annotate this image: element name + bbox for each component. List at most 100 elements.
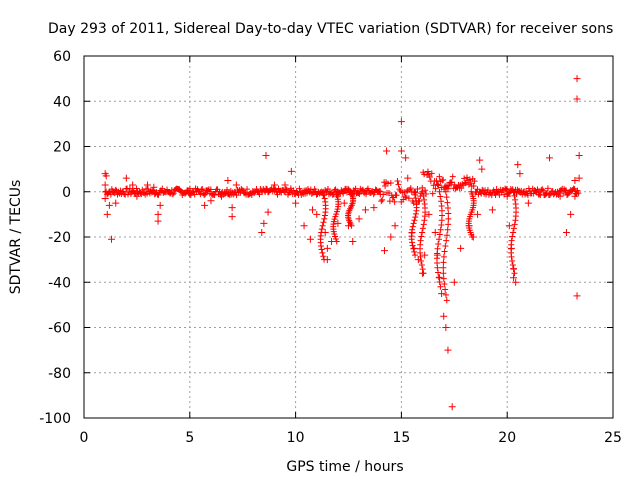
tail-marker bbox=[318, 243, 325, 250]
tail-marker bbox=[412, 210, 419, 217]
tail-marker bbox=[441, 248, 448, 255]
data-point bbox=[156, 201, 164, 209]
x-axis-label: GPS time / hours bbox=[286, 459, 403, 475]
data-point bbox=[556, 192, 564, 200]
tail-marker bbox=[321, 195, 328, 202]
data-point bbox=[414, 256, 422, 264]
data-point bbox=[101, 195, 109, 203]
data-point bbox=[448, 403, 456, 411]
x-tick-label: 20 bbox=[498, 430, 516, 446]
tail-marker bbox=[443, 232, 450, 239]
data-point bbox=[108, 235, 116, 243]
band-marker bbox=[394, 177, 401, 184]
tail-marker bbox=[437, 226, 444, 233]
band-marker bbox=[189, 188, 196, 195]
data-point bbox=[505, 222, 513, 230]
tail-marker bbox=[444, 205, 451, 212]
band-marker bbox=[199, 186, 206, 193]
band-marker bbox=[386, 198, 393, 205]
data-point bbox=[292, 199, 300, 207]
data-point bbox=[516, 170, 524, 178]
tail-marker bbox=[437, 193, 444, 200]
band-marker bbox=[283, 186, 290, 193]
data-point bbox=[433, 251, 441, 259]
tail-marker bbox=[319, 222, 326, 229]
data-point bbox=[425, 210, 433, 218]
data-point bbox=[476, 156, 484, 164]
tail-marker bbox=[438, 198, 445, 205]
band-marker bbox=[380, 191, 387, 198]
tail-marker bbox=[320, 219, 327, 226]
band-marker bbox=[256, 191, 263, 198]
y-tick-label: -80 bbox=[48, 366, 71, 382]
band-marker bbox=[428, 170, 435, 177]
band-marker bbox=[324, 186, 331, 193]
tail-marker bbox=[434, 264, 441, 271]
data-point bbox=[573, 75, 581, 83]
data-point bbox=[514, 161, 522, 169]
data-point bbox=[535, 188, 543, 196]
band-marker bbox=[391, 198, 398, 205]
band-marker bbox=[539, 186, 546, 193]
data-point bbox=[465, 222, 473, 230]
band-marker bbox=[404, 188, 411, 195]
data-point bbox=[309, 206, 317, 214]
tail-marker bbox=[436, 236, 443, 243]
data-point bbox=[262, 152, 270, 160]
band-marker bbox=[434, 181, 441, 188]
data-point bbox=[270, 181, 278, 189]
tail-marker bbox=[421, 196, 428, 203]
band-marker bbox=[402, 193, 409, 200]
data-point bbox=[391, 222, 399, 230]
data-point bbox=[150, 183, 158, 191]
tail-marker bbox=[511, 192, 518, 199]
data-point bbox=[345, 222, 352, 230]
band-marker bbox=[340, 190, 347, 197]
tail-marker bbox=[510, 229, 517, 236]
data-point bbox=[175, 185, 183, 193]
data-point bbox=[567, 210, 575, 218]
tail-marker bbox=[511, 270, 518, 277]
tail-marker bbox=[436, 188, 443, 195]
tail-marker bbox=[321, 212, 328, 219]
y-tick-label: 0 bbox=[62, 185, 71, 201]
data-point bbox=[306, 235, 314, 243]
data-point bbox=[571, 192, 579, 200]
tail-marker bbox=[510, 225, 517, 232]
data-point bbox=[571, 176, 579, 184]
data-point bbox=[103, 210, 111, 218]
data-point bbox=[281, 181, 289, 189]
data-point bbox=[397, 118, 405, 126]
data-point bbox=[573, 95, 581, 103]
tail-marker bbox=[440, 259, 447, 266]
data-point bbox=[218, 192, 226, 200]
band-marker bbox=[574, 187, 581, 194]
tail-marker bbox=[412, 195, 419, 202]
x-tick-label: 0 bbox=[80, 430, 89, 446]
chart-title: Day 293 of 2011, Sidereal Day-to-day VTE… bbox=[48, 21, 613, 37]
band-marker bbox=[169, 191, 176, 198]
band-marker bbox=[393, 192, 400, 199]
data-point bbox=[431, 228, 439, 236]
data-point bbox=[321, 228, 329, 236]
tail-marker bbox=[409, 223, 416, 230]
data-band bbox=[102, 168, 582, 304]
tail-marker bbox=[440, 270, 447, 277]
tail-marker bbox=[436, 231, 443, 238]
band-marker bbox=[233, 192, 240, 199]
tail-marker bbox=[411, 191, 418, 198]
data-point bbox=[101, 181, 109, 189]
tail-marker bbox=[442, 243, 449, 250]
band-marker bbox=[403, 194, 410, 201]
tail-marker bbox=[320, 192, 327, 199]
band-marker bbox=[467, 180, 474, 187]
tail-marker bbox=[443, 237, 450, 244]
band-marker bbox=[432, 185, 439, 192]
data-point bbox=[410, 244, 418, 252]
tail-marker bbox=[410, 220, 417, 227]
band-marker bbox=[224, 186, 231, 193]
data-point bbox=[520, 188, 528, 196]
data-point bbox=[575, 152, 583, 160]
band-marker bbox=[462, 180, 469, 187]
